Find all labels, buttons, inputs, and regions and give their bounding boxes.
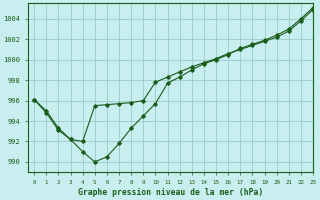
X-axis label: Graphe pression niveau de la mer (hPa): Graphe pression niveau de la mer (hPa): [78, 188, 263, 197]
